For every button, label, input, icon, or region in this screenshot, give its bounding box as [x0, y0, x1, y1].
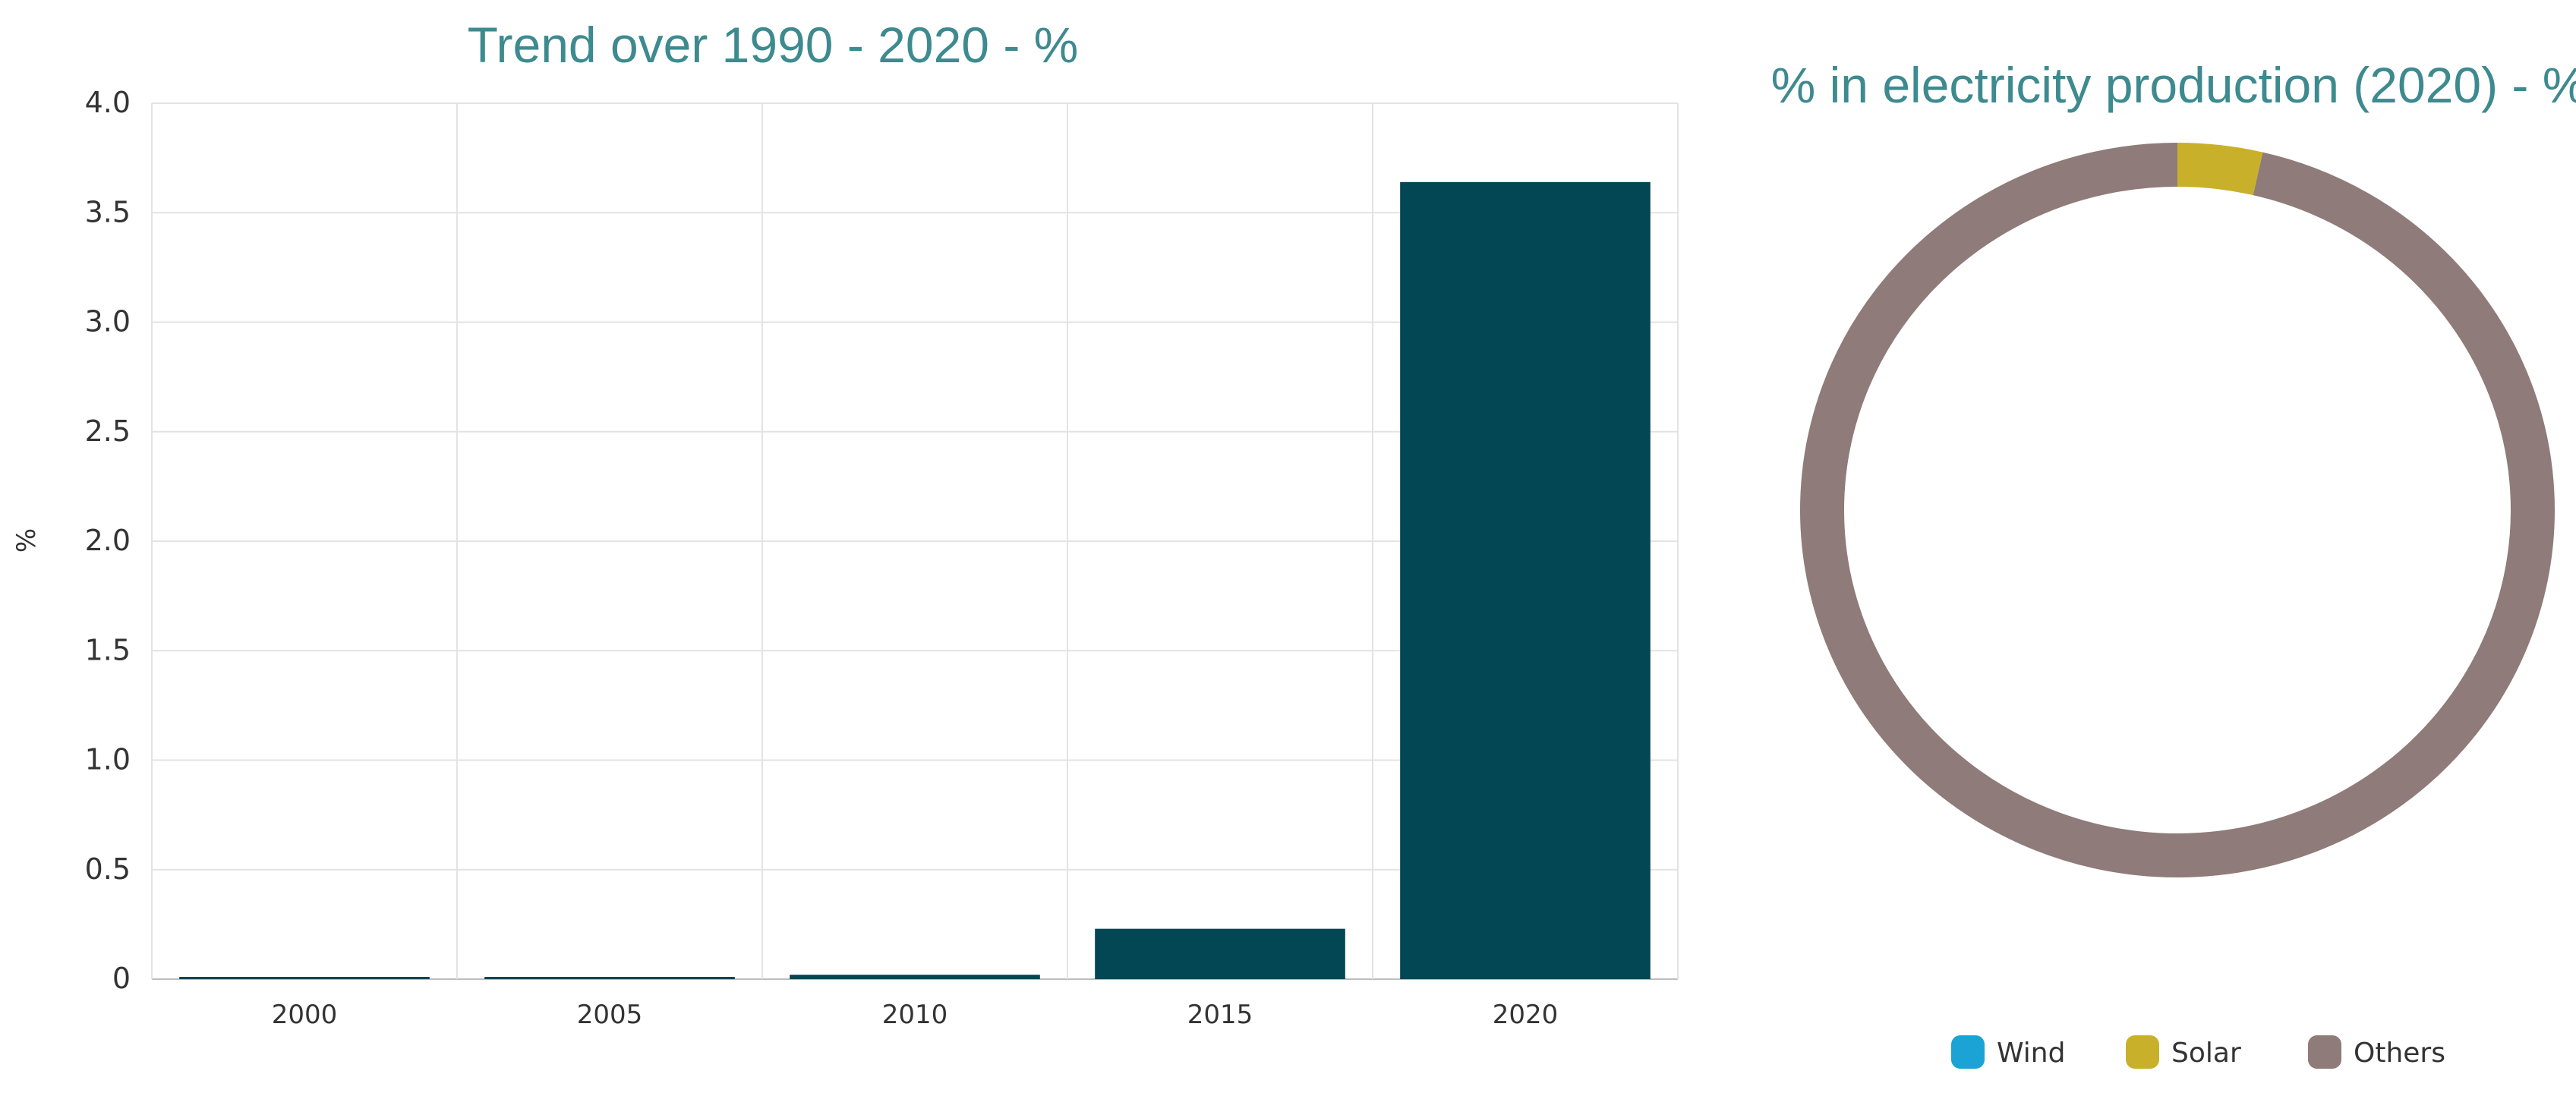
- bar-marks: [179, 181, 1651, 980]
- bar-2010: [790, 975, 1040, 979]
- x-tick-label: 2020: [1493, 1000, 1559, 1030]
- y-tick-label: 0.5: [85, 852, 131, 886]
- x-tick-label: 2015: [1187, 1000, 1253, 1030]
- y-tick-label: 1.5: [85, 633, 131, 666]
- y-tick-label: 4.0: [85, 86, 131, 119]
- donut-slice-others: [1800, 143, 2555, 877]
- bar-chart-title: Trend over 1990 - 2020 - %: [468, 17, 1079, 73]
- donut-slice-solar: [2177, 143, 2263, 196]
- y-tick-label: 3.5: [85, 195, 131, 228]
- legend-swatch: [2126, 1035, 2159, 1069]
- legend-item-others[interactable]: Others: [2308, 1035, 2445, 1069]
- y-tick-labels: 0 0.5 1.0 1.5 2.0 2.5 3.0 3.5 4.0: [85, 86, 131, 995]
- x-tick-label: 2005: [577, 1000, 643, 1030]
- legend-label: Solar: [2171, 1038, 2241, 1069]
- legend-label: Wind: [1997, 1038, 2065, 1069]
- x-tick-label: 2000: [272, 1000, 338, 1030]
- bar-2015: [1095, 928, 1345, 979]
- donut-chart: % in electricity production (2020) - % W…: [1771, 57, 2576, 1069]
- y-tick-label: 0: [112, 962, 131, 995]
- legend-label: Others: [2354, 1038, 2445, 1069]
- legend-item-solar[interactable]: Solar: [2126, 1035, 2241, 1069]
- y-tick-label: 3.0: [85, 305, 131, 339]
- bar-2020: [1400, 181, 1651, 980]
- bar-2000: [179, 977, 430, 979]
- x-tick-label: 2010: [882, 1000, 948, 1030]
- bar-chart: Trend over 1990 - 2020 - % % 0 0.5 1.0 1.5 2…: [11, 17, 1679, 1030]
- y-tick-label: 1.0: [85, 743, 131, 776]
- bar-2005: [484, 977, 735, 979]
- donut-slices: [1800, 143, 2555, 877]
- legend-swatch: [1951, 1035, 1985, 1069]
- x-tick-labels: 2000 2005 2010 2015 2020: [272, 1000, 1559, 1030]
- legend-item-wind[interactable]: Wind: [1951, 1035, 2065, 1069]
- y-tick-label: 2.0: [85, 524, 131, 557]
- y-axis-label: %: [11, 528, 42, 553]
- legend-swatch: [2308, 1035, 2341, 1069]
- y-tick-label: 2.5: [85, 414, 131, 448]
- donut-chart-title: % in electricity production (2020) - %: [1771, 57, 2576, 113]
- bar-grid: [151, 102, 1679, 980]
- donut-legend: Wind Solar Others: [1951, 1035, 2445, 1069]
